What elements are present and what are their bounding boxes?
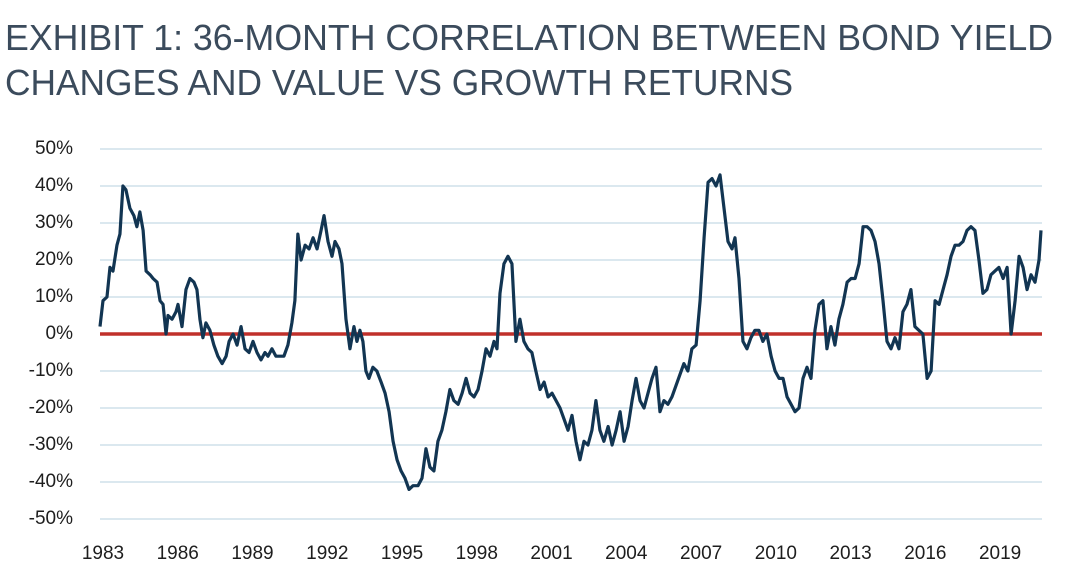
y-tick-label: -40%: [29, 471, 73, 492]
y-tick-label: 10%: [35, 286, 73, 307]
y-tick-label: 50%: [35, 138, 73, 159]
y-tick-label: 40%: [35, 175, 73, 196]
y-tick-label: 30%: [35, 212, 73, 233]
x-tick-label: 1986: [157, 543, 199, 564]
y-tick-label: 20%: [35, 249, 73, 270]
x-tick-label: 1995: [381, 543, 423, 564]
x-tick-label: 2007: [680, 543, 722, 564]
x-tick-label: 1983: [82, 543, 124, 564]
x-tick-label: 2013: [829, 543, 871, 564]
y-tick-label: -50%: [29, 508, 73, 529]
x-tick-label: 2001: [530, 543, 572, 564]
y-tick-label: -10%: [29, 360, 73, 381]
x-tick-label: 2004: [605, 543, 648, 564]
y-tick-label: 0%: [46, 323, 74, 344]
x-tick-label: 2016: [904, 543, 946, 564]
data-line: [98, 173, 1043, 491]
x-tick-label: 1989: [231, 543, 273, 564]
x-tick-label: 2019: [979, 543, 1021, 564]
x-tick-label: 1992: [306, 543, 348, 564]
x-tick-label: 1998: [456, 543, 498, 564]
y-tick-label: -30%: [29, 434, 73, 455]
y-tick-label: -20%: [29, 397, 73, 418]
chart-title: CHANGES AND VALUE VS GROWTH RETURNS: [5, 62, 793, 103]
chart-title: EXHIBIT 1: 36-MONTH CORRELATION BETWEEN …: [5, 17, 1053, 58]
x-tick-label: 2010: [755, 543, 797, 564]
